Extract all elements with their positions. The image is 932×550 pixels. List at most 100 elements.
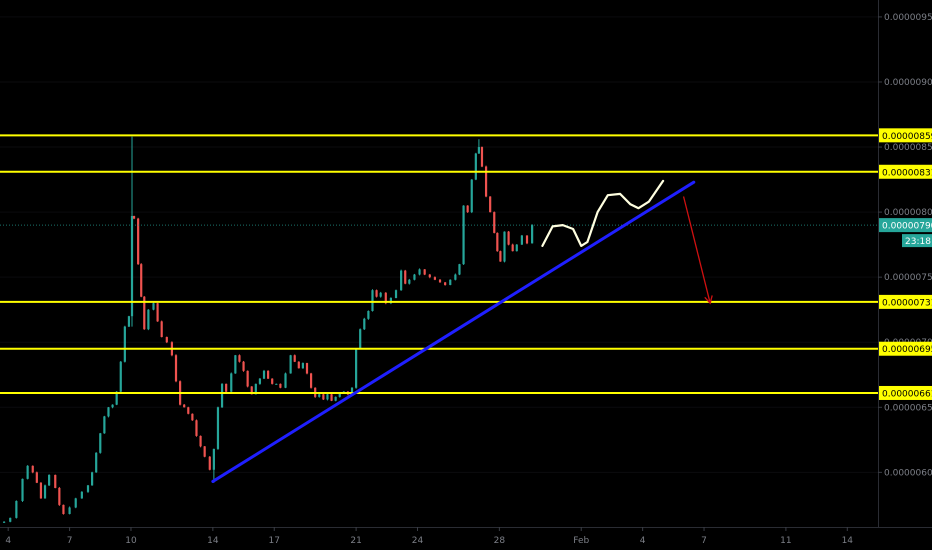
candle-body: [271, 378, 274, 384]
candle-body: [15, 500, 18, 518]
candle-body: [242, 361, 245, 371]
candle-body: [127, 316, 131, 327]
candles: [2, 136, 534, 523]
candle-body: [212, 448, 215, 470]
candle-body: [119, 361, 122, 392]
candle-body: [199, 435, 202, 447]
candle-body: [493, 212, 496, 233]
candle-body: [26, 465, 29, 479]
candle-body: [367, 310, 370, 319]
candle-body: [262, 370, 266, 379]
time-tick-label: 28: [494, 536, 506, 546]
candle-body: [433, 277, 437, 280]
candle-body: [238, 355, 241, 362]
candle-body: [137, 218, 140, 265]
candle-body: [474, 153, 477, 180]
candle-body: [165, 337, 168, 343]
candle-body: [389, 297, 393, 304]
candle-body: [90, 472, 94, 486]
candle-body: [350, 387, 354, 395]
candle-body: [423, 269, 426, 275]
candle-body: [80, 491, 83, 499]
candle-body: [111, 404, 114, 408]
candle-body: [355, 348, 358, 388]
level-label-box: [879, 128, 932, 143]
candle-body: [147, 309, 150, 330]
candle-body: [293, 355, 296, 362]
time-tick-label: 14: [207, 536, 219, 546]
candle-body: [62, 504, 65, 514]
candle-body: [466, 205, 469, 213]
candle-body: [363, 318, 366, 330]
candle-body: [470, 179, 473, 213]
candle-body: [309, 373, 313, 388]
candle-body: [43, 485, 47, 499]
candle-body: [103, 416, 106, 434]
time-tick-label: 7: [67, 536, 73, 546]
candle-body: [334, 396, 337, 401]
candle-body: [107, 407, 110, 417]
candle-body: [418, 269, 421, 275]
countdown-label: 23:18: [905, 237, 931, 247]
candle-body: [511, 244, 514, 252]
time-tick-label: 11: [780, 536, 791, 546]
time-tick-label: 4: [5, 536, 11, 546]
candle-body: [267, 370, 270, 379]
candle-body: [279, 383, 282, 388]
candle-body: [156, 303, 159, 322]
candle-body: [246, 370, 249, 387]
level-label-box: [879, 385, 932, 400]
candle-body: [520, 235, 523, 245]
candle-body: [404, 270, 407, 284]
candle-body: [86, 485, 90, 492]
candle-body: [2, 521, 6, 523]
candle-body: [234, 355, 237, 374]
candle-body: [477, 147, 481, 154]
candle-body: [48, 474, 51, 486]
candle-body: [9, 517, 12, 522]
candle-body: [152, 303, 155, 310]
candle-body: [489, 196, 492, 213]
projection-arrow-shaft: [682, 196, 711, 304]
candle-body: [297, 361, 300, 369]
candle-body: [322, 394, 325, 400]
candle-body: [284, 373, 287, 388]
candle-body: [275, 383, 278, 385]
candle-body: [531, 225, 534, 244]
level-label: 0.00000661: [882, 389, 932, 399]
candle-body: [413, 274, 416, 280]
candle-body: [174, 355, 178, 382]
candle-body: [95, 452, 98, 473]
countdown-box: [902, 234, 932, 248]
candle-body: [99, 433, 102, 453]
projection-arrow-head: [704, 295, 713, 305]
candle-body: [507, 231, 510, 245]
candle-body: [35, 472, 38, 483]
candle-body: [438, 279, 442, 283]
candle-body: [195, 420, 198, 436]
current-price-box: [879, 218, 932, 233]
candle-body: [484, 166, 488, 197]
candle-body: [203, 446, 206, 457]
candle-body: [338, 392, 341, 397]
level-label: 0.00000831: [882, 168, 932, 178]
level-label: 0.00000695: [882, 345, 932, 355]
level-label: 0.00000731: [882, 298, 932, 308]
candle-body: [462, 205, 465, 265]
candle-body: [428, 274, 431, 278]
candle-body: [359, 329, 362, 349]
time-tick-label: 21: [350, 536, 361, 546]
candle-body: [449, 279, 452, 285]
time-tick-label: 14: [842, 536, 854, 546]
time-tick-label: 17: [269, 536, 280, 546]
candle-body: [330, 394, 333, 401]
candle-body: [326, 394, 329, 400]
candle-body: [499, 251, 502, 262]
horizontal-levels: [0, 134, 878, 394]
price-tick-label: 0.00000600: [884, 468, 932, 478]
candle-body: [515, 244, 518, 252]
